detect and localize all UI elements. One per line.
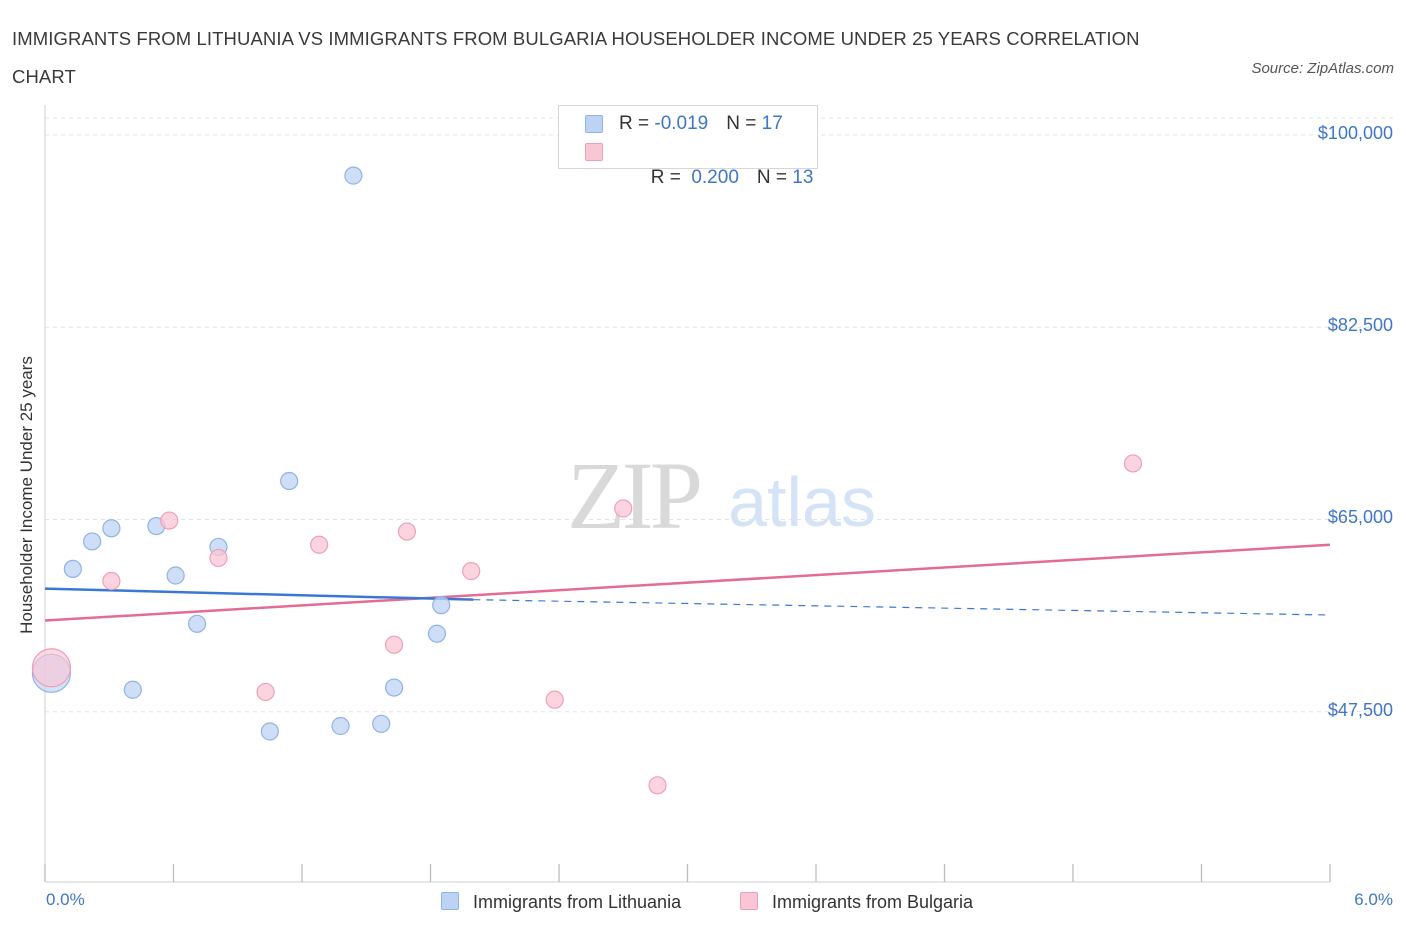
legend-label-bulgaria: Immigrants from Bulgaria [772,892,974,912]
bulgaria-point [102,571,121,591]
lithuania-trend-line [44,587,474,601]
lithuania-trend-extension [473,599,1331,616]
bulgaria-point [310,535,329,554]
bulgaria-trend-line [44,543,1331,622]
lithuania-point [63,559,82,579]
x-tick-label-max: 6.0% [1354,890,1393,909]
bulgaria-swatch-icon [585,143,603,161]
legend-n-value: 13 [792,167,814,188]
x-tick-label-min: 0.0% [46,890,85,909]
lithuania-point [83,532,102,551]
lithuania-point [331,716,350,736]
lithuania-point [187,614,207,633]
legend-r-label: R = [619,113,655,134]
lithuania-point [372,714,391,733]
bulgaria-swatch-icon [740,892,758,910]
bulgaria-point [209,548,228,568]
source-note: Source: ZipAtlas.com [1251,60,1394,77]
legend-r-value: 0.200 [686,167,739,188]
bulgaria-point [1123,454,1143,473]
legend-r-value: -0.019 [654,113,709,134]
bulgaria-point [31,648,72,688]
y-tick-label: $47,500 [1327,699,1393,720]
lithuania-point [427,624,447,643]
lithuania-swatch-icon [441,892,459,910]
lithuania-point [384,678,404,697]
legend-r-label: R = [650,167,687,188]
lithuania-point [432,596,451,615]
bulgaria-point [384,635,404,654]
chart-title: IMMIGRANTS FROM LITHUANIA VS IMMIGRANTS … [12,28,1140,87]
bulgaria-point [462,562,481,581]
bulgaria-point [256,682,275,702]
legend-label-lithuania: Immigrants from Lithuania [473,892,682,912]
bulgaria-point [614,499,633,518]
bulgaria-point [648,776,667,795]
lithuania-point [166,566,185,585]
lithuania-point [102,519,121,538]
lithuania-point [344,166,363,185]
legend-n-label: N = [726,113,762,134]
watermark-atlas: atlas [728,463,876,541]
lithuania-point [260,722,279,741]
correlation-legend: R = -0.019 N = 17 R = 0.200 N = 13 [558,105,818,188]
y-tick-label: $65,000 [1327,507,1393,528]
legend-n-value: 17 [761,113,783,134]
bulgaria-point [160,511,179,530]
bulgaria-point [397,522,417,541]
lithuania-point [280,471,299,491]
legend-n-label: N = [756,167,793,188]
watermark-zip: ZIP [567,442,700,549]
lithuania-swatch-icon [585,115,603,133]
y-tick-label: $100,000 [1317,122,1393,143]
bulgaria-point [545,690,564,709]
lithuania-point [123,680,142,699]
y-tick-label: $82,500 [1327,315,1393,336]
